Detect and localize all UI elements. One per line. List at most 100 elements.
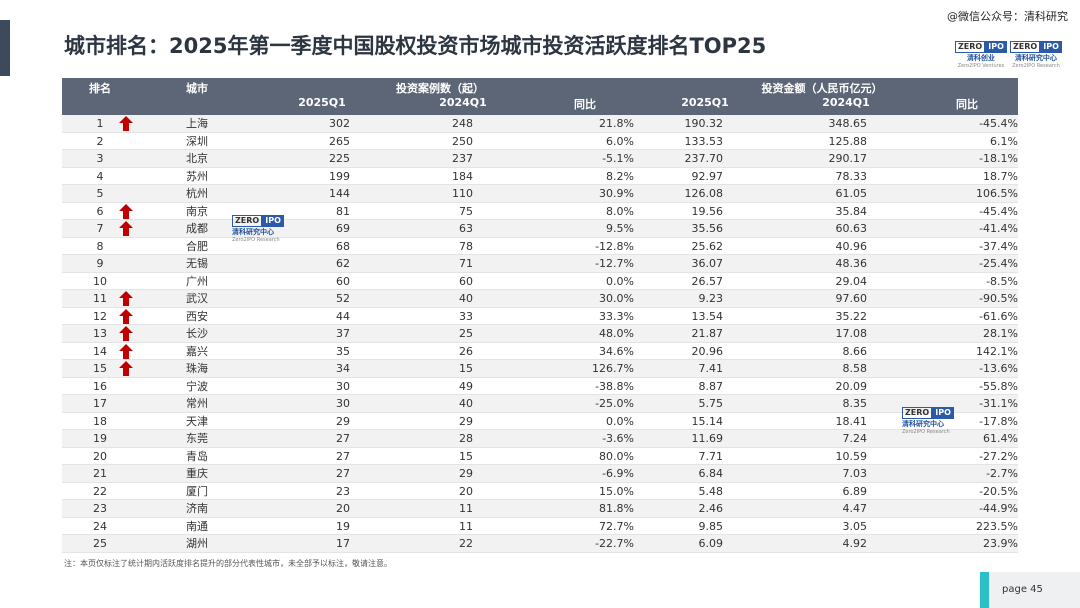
- table-cell: 0.0%: [606, 274, 634, 288]
- table-cell: -27.2%: [979, 449, 1018, 463]
- table-cell: 3.05: [842, 519, 868, 533]
- table-cell: 20: [459, 484, 473, 498]
- logo-zero: ZERO: [1010, 41, 1041, 53]
- table-cell: 348.65: [828, 117, 868, 130]
- table-row: [62, 535, 1018, 553]
- table-cell: 49: [459, 379, 473, 393]
- table-cell: 144: [329, 187, 350, 201]
- logo-en: Zero2IPO Research: [232, 237, 280, 243]
- table-cell: 35.22: [835, 309, 868, 323]
- table-cell: 34.6%: [599, 344, 634, 358]
- table-cell: 4: [96, 169, 104, 183]
- table-cell: 13: [93, 327, 107, 341]
- table-cell: 19.56: [691, 204, 724, 218]
- table-cell: 26: [459, 344, 473, 358]
- table-cell: 78.33: [835, 169, 868, 183]
- table-cell: 60: [459, 274, 473, 288]
- table-cell: 合肥: [186, 239, 208, 253]
- table-cell: 厦门: [186, 484, 208, 498]
- table-cell: 61.05: [835, 187, 868, 201]
- table-cell: 11: [93, 292, 107, 306]
- table-cell: 25: [459, 327, 473, 341]
- column-header: 2024Q1: [822, 96, 870, 109]
- table-cell: 9: [96, 257, 104, 271]
- table-cell: 60: [336, 274, 350, 288]
- accent-bar: [0, 20, 10, 76]
- table-cell: 嘉兴: [186, 344, 208, 358]
- table-row: [62, 307, 1018, 326]
- logo-en: Zero2IPO Research: [1012, 63, 1060, 69]
- table-cell: -90.5%: [979, 292, 1018, 306]
- table-cell: -6.9%: [602, 467, 634, 481]
- table-cell: 78: [459, 239, 473, 253]
- table-cell: -17.8%: [979, 414, 1018, 428]
- table-cell: 48.36: [835, 257, 868, 271]
- table-cell: 18.41: [835, 414, 868, 428]
- table-cell: 武汉: [186, 292, 208, 306]
- table-cell: 35.84: [835, 204, 868, 218]
- table-cell: 30: [336, 397, 350, 411]
- table-cell: 19: [93, 432, 107, 446]
- table-cell: 0.0%: [606, 414, 634, 428]
- table-cell: 2: [96, 134, 104, 148]
- table-cell: 19: [336, 519, 350, 533]
- table-cell: 29: [459, 414, 473, 428]
- table-row: [62, 185, 1018, 203]
- table-cell: 湖州: [186, 537, 208, 551]
- table-cell: -20.5%: [979, 484, 1018, 498]
- table-cell: 6.09: [698, 537, 724, 551]
- table-cell: 69: [336, 222, 350, 236]
- rank-up-arrow: [119, 308, 133, 324]
- table-cell: 48.0%: [599, 327, 634, 341]
- table-cell: 21: [93, 467, 107, 481]
- slide-title: 城市排名：2025年第一季度中国股权投资市场城市投资活跃度排名TOP25: [64, 34, 767, 58]
- table-cell: 126.08: [684, 187, 724, 201]
- table-cell: 33.3%: [599, 309, 634, 323]
- table-cell: 珠海: [186, 362, 208, 376]
- table-cell: 40: [459, 292, 473, 306]
- column-header: 2025Q1: [298, 96, 346, 109]
- logo-ipo: IPO: [985, 41, 1007, 53]
- logo-cn: 清科研究中心: [902, 420, 944, 428]
- table-cell: 237.70: [684, 152, 724, 166]
- table-cell: 7.41: [698, 362, 724, 376]
- table-cell: -25.4%: [979, 257, 1018, 271]
- table-cell: 27: [336, 432, 350, 446]
- table-cell: 125.88: [828, 134, 868, 148]
- table-cell: 21.8%: [599, 117, 634, 130]
- table-row: [62, 325, 1018, 343]
- table-cell: 223.5%: [976, 519, 1018, 533]
- table-cell: 东莞: [186, 432, 208, 446]
- table-cell: 南通: [186, 519, 208, 533]
- table-cell: 15: [93, 362, 107, 376]
- table-row: [62, 220, 1018, 238]
- logo-zero: ZERO: [232, 215, 263, 227]
- table-cell: -22.7%: [595, 537, 634, 551]
- logo-zero: ZERO: [902, 407, 933, 419]
- table-cell: 天津: [186, 414, 208, 428]
- table-cell: 2.46: [698, 502, 724, 516]
- table-cell: 29: [336, 414, 350, 428]
- table-cell: 37: [336, 327, 350, 341]
- table-cell: 133.53: [684, 134, 724, 148]
- table-row: [62, 290, 1018, 308]
- table-cell: 济南: [186, 502, 208, 516]
- table-cell: 22: [93, 484, 107, 498]
- table-cell: 15: [459, 362, 473, 376]
- table-cell: 18: [93, 414, 107, 428]
- logo-cn: 清科创业: [966, 54, 995, 62]
- table-cell: 6.0%: [606, 134, 634, 148]
- table-cell: 杭州: [186, 187, 208, 201]
- table-cell: 20.96: [691, 344, 724, 358]
- table-cell: 5: [96, 187, 104, 201]
- table-cell: 63: [459, 222, 473, 236]
- table-cell: 22: [459, 537, 473, 551]
- table-cell: 61.4%: [983, 432, 1018, 446]
- table-cell: 3: [96, 152, 104, 166]
- table-cell: 15.14: [691, 414, 724, 428]
- table-cell: 92.97: [691, 169, 724, 183]
- table-row: [62, 202, 1018, 221]
- logo-zero: ZERO: [955, 41, 986, 53]
- table-row: [62, 167, 1018, 186]
